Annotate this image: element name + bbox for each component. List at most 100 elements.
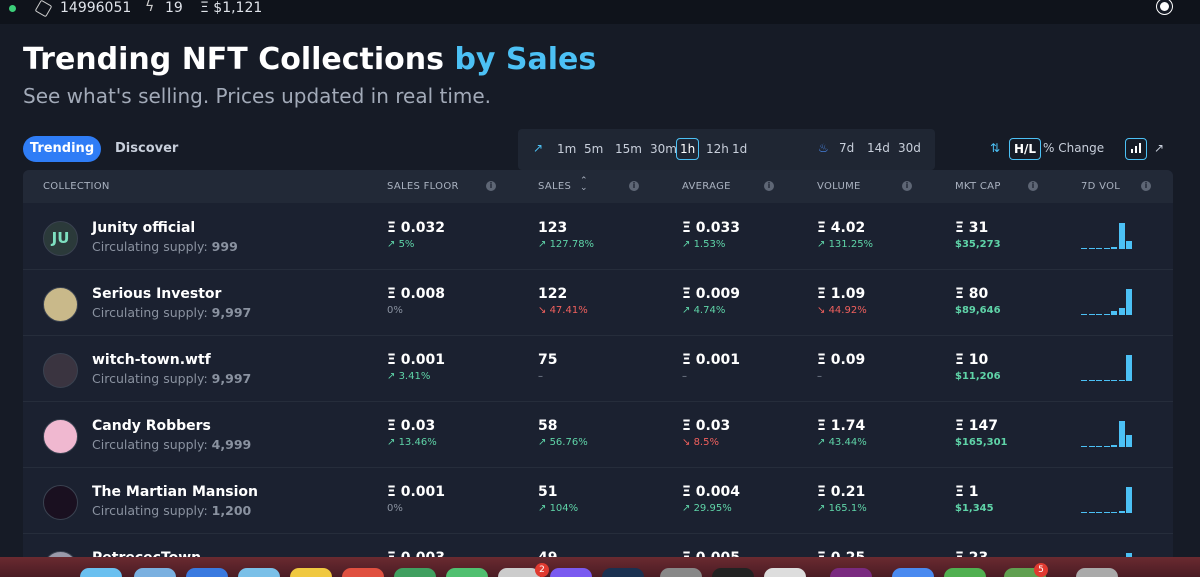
dock-icon[interactable]	[498, 568, 540, 577]
period-filter[interactable]: 30d	[898, 141, 921, 155]
vol-bar	[1096, 248, 1102, 249]
dock-icon[interactable]	[830, 568, 872, 577]
column-header[interactable]: SALES FLOOR	[387, 181, 459, 192]
sort-icon: ⌃ ⌄	[580, 176, 588, 193]
dock-icon[interactable]	[712, 568, 754, 577]
collection-name: witch-town.wtf	[92, 352, 211, 368]
dock-icon[interactable]	[550, 568, 592, 577]
collection-icon	[43, 287, 78, 322]
vol-bar	[1126, 289, 1132, 315]
info-icon: i	[1028, 181, 1038, 191]
dock-icon[interactable]	[1076, 568, 1118, 577]
change-arrow: ↗	[682, 305, 694, 316]
chart-toggle-bar	[1135, 146, 1137, 153]
info-icon: i	[629, 181, 639, 191]
vol-bar	[1096, 512, 1102, 513]
dock-icon[interactable]	[80, 568, 122, 577]
average-value: Ξ 0.001	[682, 352, 741, 368]
dock-icon[interactable]	[1004, 568, 1046, 577]
dock-icon[interactable]	[342, 568, 384, 577]
dock-icon[interactable]	[238, 568, 280, 577]
vol-bar	[1103, 248, 1110, 249]
vol-bar	[1111, 445, 1117, 447]
average-value: Ξ 0.009	[682, 286, 741, 302]
dock-icon[interactable]	[446, 568, 488, 577]
vol-bar	[1111, 512, 1117, 513]
chart-toggle-bar	[1131, 149, 1133, 153]
column-header[interactable]: MKT CAP	[955, 181, 1001, 192]
vol-bar	[1088, 512, 1095, 513]
tab[interactable]: Discover	[115, 141, 179, 156]
dock-icon[interactable]	[134, 568, 176, 577]
chart-toggle[interactable]	[1125, 138, 1147, 160]
change-value: –	[682, 371, 687, 382]
column-header[interactable]: 7D VOL	[1081, 181, 1121, 192]
change-arrow: ↗	[538, 437, 550, 448]
row[interactable]	[23, 533, 1173, 577]
dock-icon[interactable]	[186, 568, 228, 577]
mkt-cap-value: Ξ 147	[955, 418, 998, 434]
change-value: –	[538, 371, 543, 382]
time-filter[interactable]: 15m	[615, 142, 642, 156]
dock-icon[interactable]	[290, 568, 332, 577]
change-value: 127.78%	[549, 239, 595, 250]
change-value: 29.95%	[693, 503, 732, 514]
time-filter[interactable]: 1d	[732, 142, 748, 156]
column-header[interactable]: SALES	[538, 181, 572, 192]
change-value: 43.44%	[828, 437, 867, 448]
floor-change: ↗ 5%	[387, 239, 414, 250]
collection-name: Candy Robbers	[92, 418, 211, 434]
change-arrow: ↗	[387, 239, 399, 250]
average-change: ↗ 1.53%	[682, 239, 725, 250]
row[interactable]	[23, 203, 1173, 269]
dock-icon[interactable]	[660, 568, 702, 577]
vol-bar	[1103, 446, 1110, 447]
row[interactable]	[23, 467, 1173, 534]
floor-change: ↗ 3.41%	[387, 371, 430, 382]
time-filter[interactable]: 30m	[650, 142, 677, 156]
line-toggle[interactable]: ↗	[1154, 141, 1165, 155]
dock-icon[interactable]	[944, 568, 986, 577]
floor-value: Ξ 0.008	[387, 286, 446, 302]
time-filter[interactable]: 1h	[676, 138, 700, 160]
sales-change: ↗ 56.76%	[538, 437, 588, 448]
dock-icon[interactable]	[892, 568, 934, 577]
view-toggle[interactable]: % Change	[1043, 141, 1105, 155]
mkt-cap-usd: $1,345	[955, 503, 994, 514]
row[interactable]	[23, 269, 1173, 336]
mkt-cap-value: Ξ 1	[955, 484, 979, 500]
period-filter[interactable]: 14d	[867, 141, 890, 155]
dock-icon[interactable]	[764, 568, 806, 577]
row[interactable]	[23, 335, 1173, 402]
table-header	[23, 170, 1173, 203]
time-filter[interactable]: 5m	[584, 142, 604, 156]
dock-icon[interactable]	[394, 568, 436, 577]
tab[interactable]: Trending	[23, 136, 101, 162]
collection-icon	[43, 485, 78, 520]
trend-icon: ↗	[533, 141, 544, 155]
info-icon: i	[902, 181, 912, 191]
view-toggle[interactable]: H/L	[1009, 138, 1042, 160]
dock-icon[interactable]	[602, 568, 644, 577]
sales-change: ↗ 104%	[538, 503, 578, 514]
volume-value: Ξ 0.21	[817, 484, 866, 500]
sales-value: 123	[538, 220, 568, 236]
sales-value: 51	[538, 484, 558, 500]
theme-toggle[interactable]	[1160, 2, 1169, 11]
column-header[interactable]: COLLECTION	[43, 181, 110, 192]
supply-label: Circulating supply:	[92, 239, 208, 254]
column-header[interactable]: AVERAGE	[682, 181, 731, 192]
change-value: 5%	[398, 239, 415, 250]
vol-bar	[1111, 247, 1117, 249]
change-value: 47.41%	[549, 305, 588, 316]
time-filter[interactable]: 12h	[706, 142, 729, 156]
vol-bar	[1088, 380, 1095, 381]
change-value: 44.92%	[828, 305, 867, 316]
vol-bar	[1081, 512, 1087, 513]
column-header[interactable]: VOLUME	[817, 181, 861, 192]
row[interactable]	[23, 401, 1173, 468]
vol-bar	[1081, 446, 1087, 447]
period-filter[interactable]: 7d	[839, 141, 855, 155]
time-filter[interactable]: 1m	[557, 142, 577, 156]
